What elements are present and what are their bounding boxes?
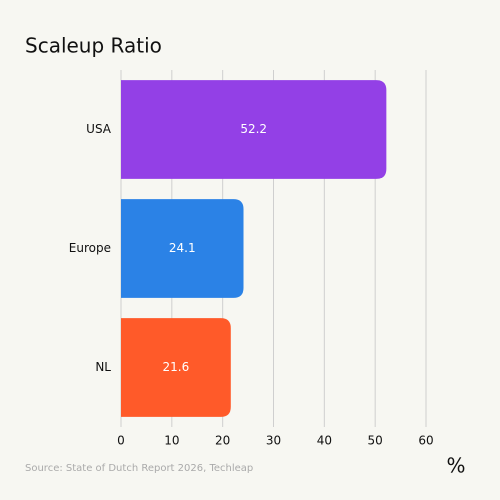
bar: [121, 318, 231, 417]
bar: [121, 80, 387, 179]
x-axis-label: %: [446, 454, 465, 478]
x-tick-label: 50: [368, 434, 383, 448]
chart-title: Scaleup Ratio: [25, 34, 162, 58]
x-tick-label: 20: [215, 434, 230, 448]
x-tick-label: 40: [317, 434, 332, 448]
x-tick-label: 30: [266, 434, 281, 448]
y-tick-label: NL: [95, 360, 111, 374]
source-note: Source: State of Dutch Report 2026, Tech…: [25, 463, 253, 474]
value-label: 21.6: [163, 360, 190, 374]
value-label: 52.2: [240, 122, 267, 136]
x-tick-label: 0: [117, 434, 125, 448]
y-tick-label: USA: [86, 122, 112, 136]
bar: [121, 199, 244, 298]
value-label: 24.1: [169, 241, 196, 255]
y-tick-label: Europe: [69, 241, 111, 255]
x-tick-label: 10: [164, 434, 179, 448]
x-tick-label: 60: [418, 434, 433, 448]
